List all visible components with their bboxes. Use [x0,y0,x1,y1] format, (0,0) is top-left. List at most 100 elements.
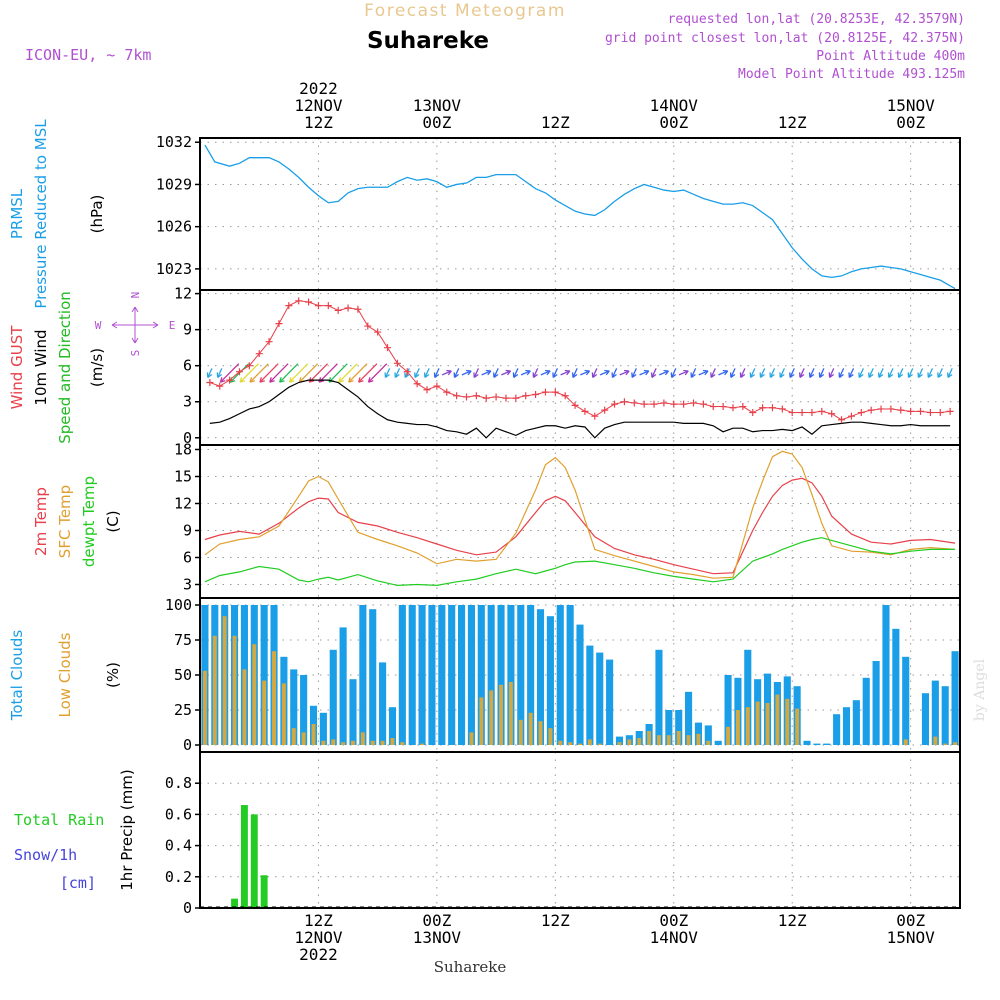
info-grid-point: grid point closest lon,lat (20.8125E, 42… [605,31,965,46]
panel-frame [199,444,961,599]
y-tick-label: 3 [183,393,192,411]
gust-point [611,400,619,408]
gust-point [551,388,559,396]
gust-point [334,306,342,314]
wind-arrow [461,370,472,376]
total-cloud-bar [507,605,515,745]
gust-point [709,403,717,411]
gust-point [453,392,461,400]
plot-area [200,138,960,290]
total-cloud-bar [862,677,870,745]
wind-arrow [799,368,805,378]
gust-point [216,382,224,390]
wind-arrow [481,370,492,376]
gust-point [522,392,530,400]
y-tick-label: 15 [174,468,192,486]
low-cloud-bar [637,738,642,745]
wind-arrow [441,370,452,376]
low-cloud-bar [311,724,316,745]
wind-arrow [560,370,571,376]
low-cloud-bar [617,742,622,745]
bottom-time-label: 2022 [299,945,338,964]
low-cloud-bar [963,725,967,745]
y-tick-label: 12 [174,495,192,513]
wind-arrow-head [612,373,617,378]
wind-arrow-head [937,373,943,378]
wind-arrow-head [839,373,844,378]
wind-arrow [789,368,795,378]
low-cloud-bar [252,644,257,745]
gust-point [482,394,490,402]
total-cloud-bar [665,710,673,745]
wind-arrow-head [848,373,854,378]
total-cloud-bar [448,605,456,745]
panel-2: 0 3 6 9 12 Wind GUST 10m Wind Speed and Directi… [8,285,961,447]
wind-arrow-head [394,373,400,378]
wind-arrow-head [385,373,390,378]
wind-arrow-head [526,370,531,376]
wind-arrow-head [404,373,410,378]
gust-point [907,407,915,415]
low-cloud-bar [726,726,731,745]
wind-arrow [829,368,835,378]
series-label: Pressure Reduced to MSL [32,119,50,309]
total-cloud-bar [497,605,505,745]
gust-point [413,380,421,388]
gust-point [670,400,678,408]
total-cloud-bar [300,675,308,745]
total-cloud-bar [852,700,860,745]
y-tick-label: 1032 [156,133,192,151]
wind-arrow-head [434,373,440,378]
wind-arrow [520,370,531,376]
total-cloud-bar [369,609,377,745]
wind-arrow [259,363,279,383]
wind-arrow-head [454,373,459,378]
model-label: ICON-EU, ~ 7km [25,46,151,64]
gust-point [788,409,796,417]
gust-point [295,297,303,305]
wind-arrow-head [651,373,657,378]
wind-arrow-head [289,380,295,383]
bottom-time-label: 00Z [422,911,451,930]
gust-point [739,403,747,411]
wind-arrow-head [947,373,953,378]
top-time-label: 13NOV [413,96,462,115]
series-label: PRMSL [8,188,26,239]
total-cloud-bar [290,669,298,745]
wind-arrow [328,363,348,383]
gust-point [561,392,569,400]
wind-arrow-head [684,370,689,376]
low-cloud-bar [568,742,573,745]
wind-arrow [279,363,299,383]
wind-arrow [907,368,914,378]
gust-point [305,298,313,306]
total-cloud-bar [882,605,890,745]
gust-point [897,406,905,414]
panel-frame [199,751,961,909]
wind-arrow [730,368,736,378]
low-cloud-bar [262,680,267,745]
wind-arrow-head [605,370,610,376]
wind-arrow-head [760,373,765,378]
top-time-label: 15NOV [887,96,936,115]
low-cloud-bar [953,742,958,745]
total-cloud-bar [685,691,693,745]
gust-point [532,391,540,399]
wind-arrow-head [829,373,835,378]
gust-point [818,407,826,415]
wind-arrow-head [585,370,591,376]
total-cloud-bar [536,609,545,745]
low-cloud-bar [242,669,247,745]
top-time-label: 12Z [778,113,807,132]
gust-point [699,400,707,408]
total-cloud-bar [655,649,663,745]
unit-label: (C) [104,510,122,532]
total-cloud-bar [872,661,880,745]
y-tick-label: 0.8 [165,774,192,792]
compass-n: N [129,292,142,299]
gust-point [749,409,757,417]
low-cloud-bar [745,707,750,745]
wind-arrow [659,370,669,376]
gust-point [581,407,589,415]
